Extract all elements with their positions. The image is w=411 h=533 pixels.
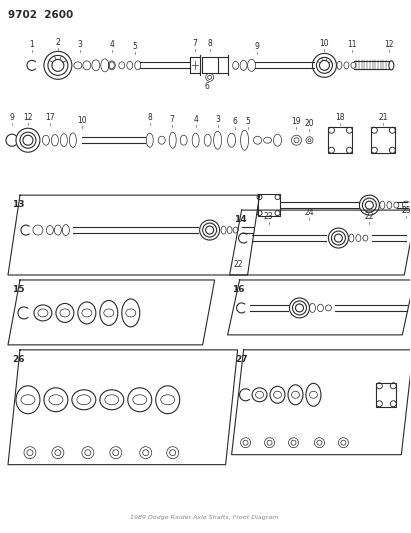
Text: 8: 8 (148, 113, 152, 122)
Text: 12: 12 (385, 41, 394, 50)
Text: 26: 26 (12, 355, 25, 364)
Text: 17: 17 (45, 113, 55, 122)
Text: 10: 10 (320, 39, 329, 49)
Bar (202, 58, 218, 74)
Text: 25: 25 (402, 206, 411, 215)
Text: 4: 4 (193, 115, 198, 124)
Text: 12: 12 (23, 113, 33, 122)
Text: 9: 9 (254, 42, 259, 51)
Text: 2: 2 (55, 38, 60, 47)
Text: 8: 8 (207, 39, 212, 49)
Text: 22: 22 (233, 260, 243, 269)
Text: 1989 Dodge Raider Axle Shafts, Front Diagram: 1989 Dodge Raider Axle Shafts, Front Dia… (130, 515, 279, 520)
Bar (258, 194, 279, 216)
Text: 22: 22 (365, 212, 374, 221)
Text: 3: 3 (215, 115, 220, 124)
Text: 7: 7 (192, 39, 197, 49)
Text: 9702  2600: 9702 2600 (8, 11, 73, 20)
Bar (376, 383, 396, 407)
Text: 19: 19 (292, 117, 301, 126)
Bar (372, 127, 395, 153)
Text: 3: 3 (77, 41, 82, 50)
Text: 1: 1 (30, 41, 35, 50)
Text: 10: 10 (77, 116, 87, 125)
Text: 6: 6 (232, 117, 237, 126)
Text: 15: 15 (12, 285, 25, 294)
Text: 13: 13 (12, 200, 25, 209)
Text: 16: 16 (232, 285, 244, 294)
Text: 4: 4 (109, 41, 114, 50)
Text: 5: 5 (245, 117, 250, 126)
Bar (328, 127, 352, 153)
Text: 6: 6 (204, 82, 209, 91)
Text: 21: 21 (379, 113, 388, 122)
Text: 9: 9 (9, 113, 14, 122)
Text: 11: 11 (348, 41, 357, 50)
Text: 14: 14 (233, 215, 246, 224)
Text: 27: 27 (236, 355, 248, 364)
Text: 24: 24 (305, 208, 314, 217)
Text: 23: 23 (264, 212, 273, 221)
Text: 18: 18 (336, 113, 345, 122)
Text: 5: 5 (132, 42, 137, 51)
Text: 20: 20 (305, 119, 314, 128)
Text: 7: 7 (169, 115, 174, 124)
